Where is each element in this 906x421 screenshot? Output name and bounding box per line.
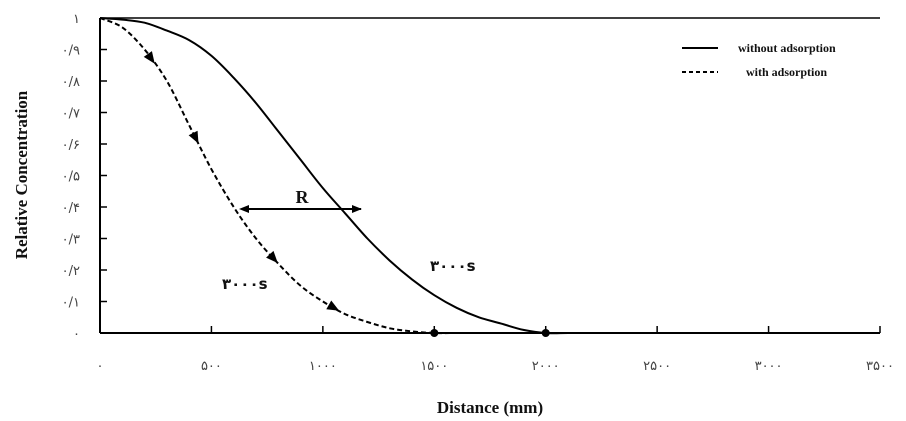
direction-arrow-marker [266,250,278,264]
y-tick-label: ۰/۴ [62,201,80,216]
y-tick-label: ۰/۸ [62,75,80,90]
x-ticks: ۰ ۵۰۰ ۱۰۰۰ ۱۵۰۰ ۲۰۰۰ ۲۵۰۰ ۳۰۰۰ ۳۵۰۰ [97,326,894,374]
y-ticks: ۰ ۰/۱ ۰/۲ ۰/۳ ۰/۴ ۰/۵ ۰/۶ ۰/۷ ۰/۸ ۰/۹ ۱ [62,12,107,342]
y-tick-label: ۰ [73,327,80,342]
y-tick-label: ۰/۳ [62,233,80,248]
y-tick-label: ۰/۶ [62,138,80,153]
x-tick-label: ۳۵۰۰ [866,359,894,374]
y-tick-label: ۱ [73,12,80,27]
x-tick-label: ۵۰۰ [201,359,222,374]
curve-markers [143,51,550,337]
baseline-dot [541,329,550,337]
direction-arrow-marker [188,130,199,144]
y-tick-label: ۰/۷ [62,107,80,122]
series-line-with-adsorption [99,17,880,335]
y-tick-label: ۰/۹ [62,44,80,59]
y-tick-label: ۰/۲ [62,264,80,279]
y-axis-title: Relative Concentration [12,90,31,259]
y-tick-label: ۰/۵ [62,170,80,185]
y-tick-label: ۰/۱ [62,296,80,311]
x-axis-title: Distance (mm) [437,398,543,417]
x-tick-label: ۱۵۰۰ [420,359,448,374]
legend-label-without-adsorption: without adsorption [738,41,836,55]
series-layer [99,17,880,335]
retardation-annotation: R [239,187,362,213]
legend-label-with-adsorption: with adsorption [746,65,827,79]
x-tick-label: ۳۰۰۰ [755,359,783,374]
time-label-dashed: ۳۰۰۰s [222,275,268,293]
time-label-solid: ۳۰۰۰s [430,257,476,275]
direction-arrow-marker [143,51,155,64]
legend: without adsorption with adsorption [682,41,836,79]
x-tick-label: ۱۰۰۰ [309,359,337,374]
baseline-dot [430,329,439,337]
x-tick-label: ۲۰۰۰ [532,359,560,374]
direction-arrow-marker [326,300,340,311]
x-tick-label: ۲۵۰۰ [643,359,671,374]
x-tick-label: ۰ [97,359,104,374]
retardation-label: R [296,187,310,207]
